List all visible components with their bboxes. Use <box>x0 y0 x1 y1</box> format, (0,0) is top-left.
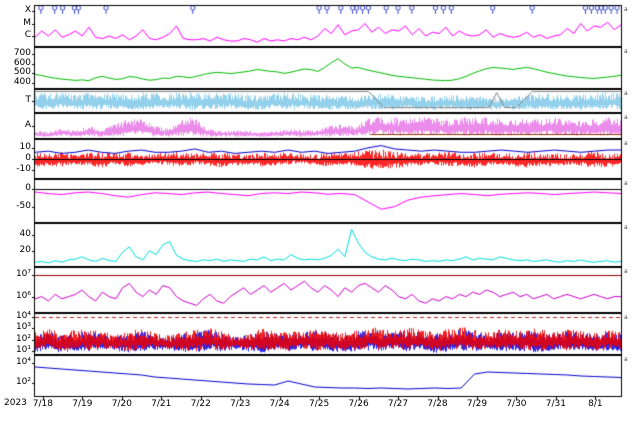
ytick-label: A <box>24 120 31 130</box>
ytick-label: -10 <box>16 164 31 175</box>
panel-right-label: a <box>624 90 628 97</box>
ytick-label: X <box>24 5 31 15</box>
date-label: 7/20 <box>111 399 132 409</box>
date-label: 7/18 <box>32 399 53 409</box>
date-label: 7/22 <box>190 399 211 409</box>
date-label: 7/25 <box>309 399 330 409</box>
ytick-label: 10 <box>19 141 31 152</box>
ytick-label: T <box>25 95 32 105</box>
ytick-label: 10² <box>15 377 31 387</box>
ytick-label: 400 <box>13 77 31 88</box>
ytick-label: 0 <box>25 153 31 163</box>
date-label: 7/27 <box>387 399 409 409</box>
panel-right-label: a <box>624 224 628 231</box>
date-label: 7/28 <box>427 399 448 409</box>
panel-right-label: a <box>624 180 628 187</box>
date-label: 7/29 <box>466 399 488 409</box>
date-label: 7/24 <box>269 399 290 409</box>
ytick-label: 10⁷ <box>15 268 31 279</box>
ytick-label: 40 <box>19 229 31 240</box>
ytick-label: 10⁴ <box>15 357 31 367</box>
ytick-label: 10² <box>15 333 31 344</box>
ytick-label: 10³ <box>15 322 31 333</box>
panel-right-label: a <box>624 6 628 13</box>
panel-right-label: a <box>624 48 628 55</box>
panel-right-label: a <box>624 114 628 121</box>
panel-right-label: a <box>624 140 628 147</box>
ytick-label: 10⁶ <box>15 290 31 301</box>
ytick-label: 10¹ <box>15 344 31 355</box>
panel-right-label: a <box>624 314 628 321</box>
ytick-label: M <box>23 17 31 28</box>
ytick-label: 10⁴ <box>15 311 31 322</box>
date-label: 7/19 <box>72 399 93 409</box>
year-label: 2023 <box>4 398 27 408</box>
date-label: 7/31 <box>545 399 566 409</box>
ytick-label: 0 <box>25 183 31 194</box>
date-label: 8/1 <box>588 399 603 409</box>
date-label: 7/21 <box>151 399 172 409</box>
ytick-label: 20 <box>19 244 31 255</box>
ytick-label: 600 <box>13 57 31 68</box>
date-label: 7/30 <box>506 399 527 409</box>
panel-right-label: a <box>624 356 628 363</box>
ytick-label: -50 <box>16 201 31 212</box>
ytick-label: 500 <box>13 67 31 78</box>
date-label: 7/26 <box>348 399 369 409</box>
date-label: 7/23 <box>230 399 251 409</box>
panel-right-label: a <box>624 268 628 275</box>
ytick-label: 700 <box>13 47 31 58</box>
ytick-label: C <box>24 30 31 40</box>
